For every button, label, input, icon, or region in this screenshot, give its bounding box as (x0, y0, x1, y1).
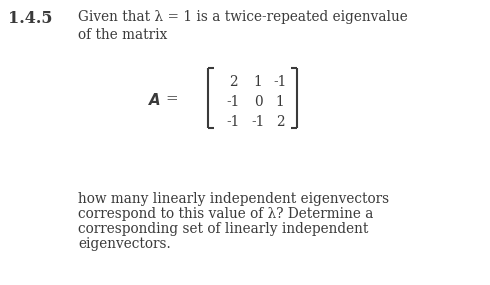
Text: 2: 2 (229, 75, 237, 89)
Text: 0: 0 (254, 95, 262, 109)
Text: -1: -1 (251, 115, 265, 129)
Text: corresponding set of linearly independent: corresponding set of linearly independen… (78, 222, 368, 236)
Text: -1: -1 (226, 115, 240, 129)
Text: -1: -1 (273, 75, 287, 89)
Text: 1: 1 (276, 95, 284, 109)
Text: 2: 2 (276, 115, 284, 129)
Text: correspond to this value of λ? Determine a: correspond to this value of λ? Determine… (78, 207, 373, 221)
Text: Given that λ = 1 is a twice-repeated eigenvalue: Given that λ = 1 is a twice-repeated eig… (78, 10, 408, 24)
Text: =: = (165, 92, 177, 106)
Text: $\bfit{A}$: $\bfit{A}$ (148, 92, 161, 108)
Text: 1.4.5: 1.4.5 (8, 10, 52, 27)
Text: how many linearly independent eigenvectors: how many linearly independent eigenvecto… (78, 192, 389, 206)
Text: 1: 1 (254, 75, 262, 89)
Text: -1: -1 (226, 95, 240, 109)
Text: eigenvectors.: eigenvectors. (78, 237, 171, 251)
Text: of the matrix: of the matrix (78, 28, 167, 42)
